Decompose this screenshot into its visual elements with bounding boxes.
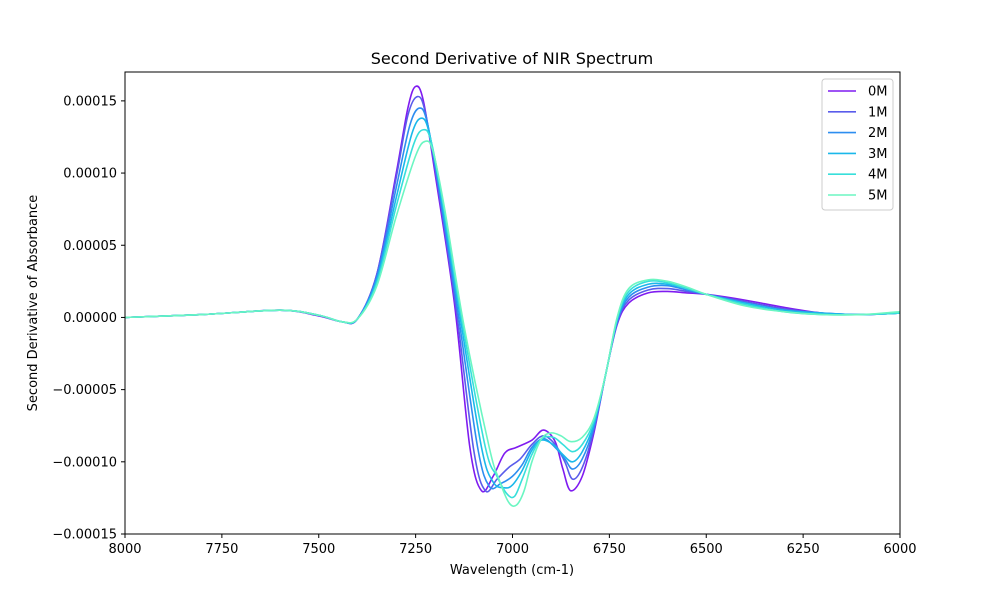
legend-label-1M: 1M (868, 105, 888, 120)
x-tick-label: 6000 (883, 542, 916, 557)
x-tick-label: 7500 (302, 542, 335, 557)
chart-title: Second Derivative of NIR Spectrum (371, 49, 653, 68)
series-line-5M (124, 140, 901, 507)
y-tick-label: 0.00015 (63, 94, 117, 109)
legend-label-4M: 4M (868, 168, 888, 183)
y-axis-title: Second Derivative of Absorbance (26, 195, 41, 412)
legend-label-2M: 2M (868, 126, 888, 141)
x-axis: 8000 7750 7500 7250 7000 6750 6500 6250 6000 (108, 534, 917, 557)
x-tick-label: 7250 (399, 542, 432, 557)
y-tick-label: 0.00010 (63, 167, 117, 182)
y-tick-label: −0.00005 (52, 383, 117, 398)
x-axis-title: Wavelength (cm-1) (450, 563, 574, 578)
x-tick-label: 7000 (496, 542, 529, 557)
y-tick-label: −0.00010 (52, 455, 117, 470)
x-tick-label: 6250 (787, 542, 820, 557)
legend-label-5M: 5M (868, 189, 888, 204)
y-axis: −0.00015 −0.00010 −0.00005 0.00000 0.00005 0.… (52, 94, 125, 543)
y-tick-label: 0.00005 (63, 239, 117, 254)
y-tick-label: −0.00015 (52, 528, 117, 543)
x-tick-label: 6750 (593, 542, 626, 557)
series-layer (124, 85, 901, 507)
x-tick-label: 6500 (690, 542, 723, 557)
x-tick-label: 7750 (205, 542, 238, 557)
series-line-4M (124, 128, 901, 499)
legend: 0M 1M 2M 3M 4M 5M (821, 78, 894, 211)
legend-label-0M: 0M (868, 85, 888, 100)
x-tick-label: 8000 (108, 542, 141, 557)
legend-label-3M: 3M (868, 147, 888, 162)
series-line-2M (124, 107, 901, 490)
y-tick-label: 0.00000 (63, 311, 117, 326)
